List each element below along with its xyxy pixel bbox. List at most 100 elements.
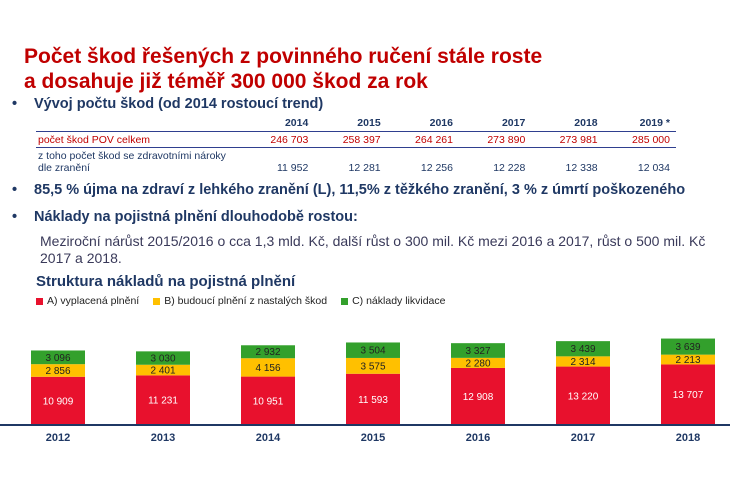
table-header-empty <box>36 116 242 132</box>
table-cell: 273 890 <box>458 131 532 148</box>
bar-segment-2015-2 <box>346 342 400 358</box>
bar-segment-2013-2 <box>136 351 190 365</box>
table-cell: 12 281 <box>348 162 381 174</box>
data-label-2012-2: 3 096 <box>45 353 70 364</box>
table-cell: 246 703 <box>242 131 315 148</box>
table-cell: 12 034 <box>637 162 670 174</box>
x-tick-label-2013: 2013 <box>151 432 175 444</box>
bar-segment-2015-1 <box>346 357 400 374</box>
data-label-2015-1: 3 575 <box>360 361 385 372</box>
data-label-2017-1: 2 314 <box>570 357 595 368</box>
table-row-total: počet škod POV celkem 246 703 258 397 26… <box>36 131 676 148</box>
chart-legend: A) vyplacená plnění B) budoucí plnění z … <box>36 295 445 307</box>
table-cell-label: z toho počet škod se zdravotními nároky … <box>36 148 242 176</box>
title-line-2: a dosahuje již téměř 300 000 škod za rok <box>24 70 428 93</box>
table-header: 2015 <box>314 116 387 132</box>
table-cell: 264 261 <box>386 131 459 148</box>
x-tick-label-2012: 2012 <box>46 432 70 444</box>
legend-swatch-green <box>341 297 349 305</box>
row-label-line-2: dle zranění <box>38 162 90 174</box>
data-label-2012-1: 2 856 <box>45 366 70 377</box>
bullet-trend-text: Vývoj počtu škod (od 2014 rostoucí trend… <box>34 96 324 112</box>
table-header: 2019 * <box>603 116 676 132</box>
legend-item-a: A) vyplacená plnění <box>36 295 139 307</box>
bar-segment-2012-1 <box>31 364 85 377</box>
data-label-2014-2: 2 932 <box>255 347 280 358</box>
legend-label-c: C) náklady likvidace <box>352 295 446 307</box>
bar-segment-2018-1 <box>661 354 715 365</box>
table-header: 2014 <box>242 116 315 132</box>
legend-label-b: B) budoucí plnění z nastalých škod <box>164 295 328 307</box>
title-line-1: Počet škod řešených z povinného ručení s… <box>24 45 543 68</box>
bar-segment-2018-0 <box>661 364 715 425</box>
bullet-costs-text: Náklady na pojistná plnění dlouhodobě ro… <box>34 209 358 225</box>
data-label-2017-2: 3 439 <box>570 344 595 355</box>
table-row-injury: z toho počet škod se zdravotními nároky … <box>36 148 676 176</box>
table-cell: 12 338 <box>565 162 598 174</box>
bar-segment-2014-2 <box>241 345 295 359</box>
bar-segment-2016-2 <box>451 343 505 358</box>
data-label-2018-1: 2 213 <box>675 355 700 366</box>
bullet-marker: • <box>12 182 18 198</box>
x-tick-label-2017: 2017 <box>571 432 595 444</box>
bullet-injury-text: 85,5 % újma na zdraví z lehkého zranění … <box>34 182 686 198</box>
legend-swatch-red <box>36 297 43 305</box>
x-tick-label-2018: 2018 <box>676 432 700 444</box>
bullet-marker: • <box>12 96 18 112</box>
bar-segment-2017-0 <box>556 366 610 425</box>
data-label-2014-0: 10 951 <box>253 396 284 407</box>
data-label-2013-0: 11 231 <box>148 396 178 407</box>
legend-label-a: A) vyplacená plnění <box>47 295 140 307</box>
data-label-2015-0: 11 593 <box>358 395 388 406</box>
data-label-2015-2: 3 504 <box>360 346 385 357</box>
bullet-costs: • Náklady na pojistná plnění dlouhodobě r… <box>12 209 358 225</box>
data-label-2018-0: 13 707 <box>673 390 704 401</box>
bar-segment-2017-1 <box>556 356 610 367</box>
bar-segment-2017-2 <box>556 341 610 357</box>
table-cell-label: počet škod POV celkem <box>36 131 242 148</box>
data-label-2013-1: 2 401 <box>150 366 175 377</box>
table-header: 2017 <box>458 116 532 132</box>
data-label-2012-0: 10 909 <box>43 396 74 407</box>
table-header-row: 2014 2015 2016 2017 2018 2019 * <box>36 116 676 132</box>
bullet-marker: • <box>12 209 18 225</box>
x-tick-label-2016: 2016 <box>466 432 490 444</box>
x-tick-labels: 2012 2013 2014 2015 2016 2017 2018 <box>46 432 700 444</box>
bar-segment-2012-0 <box>31 376 85 425</box>
bar-segment-2014-1 <box>241 358 295 377</box>
bullet-trend: • Vývoj počtu škod (od 2014 rostoucí tren… <box>12 96 323 112</box>
data-label-2013-2: 3 030 <box>150 354 175 365</box>
legend-swatch-yellow <box>153 297 161 305</box>
bullet-injury-share: • 85,5 % újma na zdraví z lehkého zranění… <box>12 182 685 198</box>
legend-item-b: B) budoucí plnění z nastalých škod <box>153 295 327 307</box>
table-cell: 11 952 <box>276 162 309 174</box>
costs-paragraph: Meziroční nárůst 2015/2016 o cca 1,3 mld… <box>40 233 706 266</box>
x-tick-label-2014: 2014 <box>256 432 281 444</box>
bar-segment-2016-1 <box>451 357 505 368</box>
data-label-2017-0: 13 220 <box>568 391 599 402</box>
data-label-2016-1: 2 280 <box>465 358 490 369</box>
bar-segment-2012-2 <box>31 350 85 365</box>
bar-segment-2014-0 <box>241 376 295 425</box>
legend-item-c: C) náklady likvidace <box>341 295 445 307</box>
table-cell: 12 256 <box>420 162 453 174</box>
row-label-line-1: z toho počet škod se zdravotními nároky <box>38 150 226 162</box>
table-header: 2018 <box>531 116 604 132</box>
bar-segment-2016-0 <box>451 367 505 425</box>
table-cell: 258 397 <box>314 131 387 148</box>
data-label-2016-0: 12 908 <box>463 392 494 403</box>
chart-title: Struktura nákladů na pojistná plnění <box>36 273 296 290</box>
claims-table: 2014 2015 2016 2017 2018 2019 * počet šk… <box>36 116 676 175</box>
table-cell: 273 981 <box>531 131 604 148</box>
page-title: Počet škod řešených z povinného ručení s… <box>24 44 724 94</box>
data-label-2014-1: 4 156 <box>255 363 280 374</box>
bar-segment-2018-2 <box>661 338 715 355</box>
bar-segment-2013-0 <box>136 375 190 425</box>
bar-segment-2013-1 <box>136 364 190 376</box>
data-label-2016-2: 3 327 <box>465 346 490 357</box>
bar-segment-2015-0 <box>346 373 400 425</box>
table-cell: 285 000 <box>603 131 676 148</box>
x-tick-label-2015: 2015 <box>361 432 385 444</box>
